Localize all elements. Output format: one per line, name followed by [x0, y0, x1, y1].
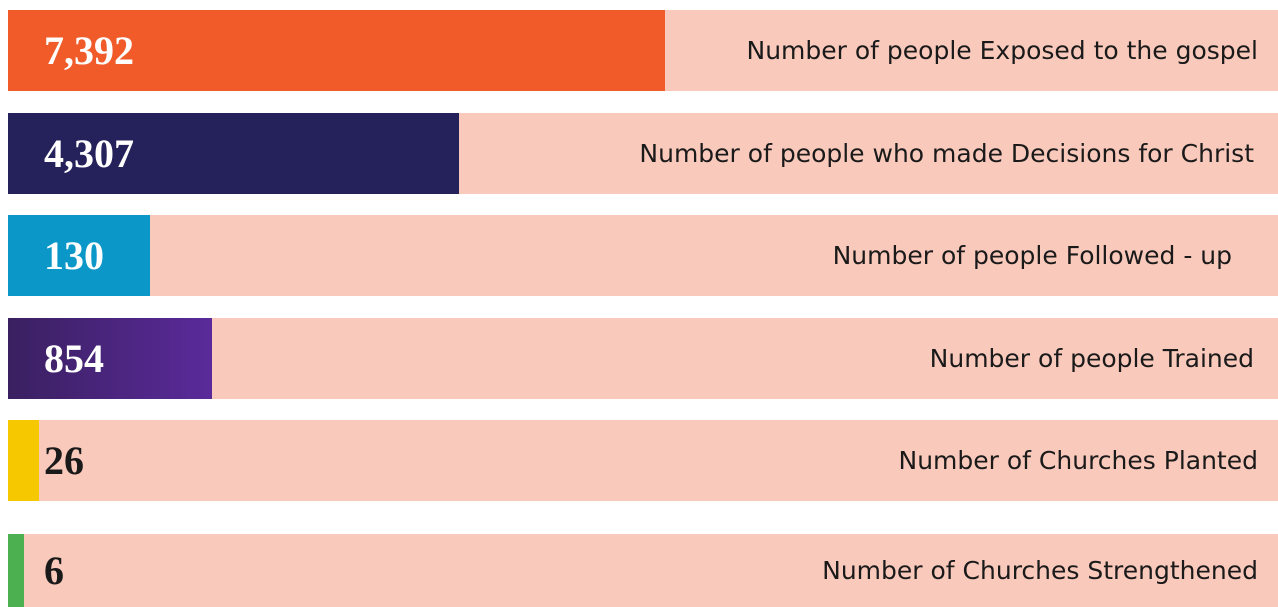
bar	[8, 10, 665, 91]
stat-label: Number of people Followed - up	[832, 241, 1232, 270]
stat-row: 7,392 Number of people Exposed to the go…	[8, 10, 1278, 91]
stat-row: 4,307 Number of people who made Decision…	[8, 113, 1278, 194]
stat-row: 130 Number of people Followed - up	[8, 215, 1278, 296]
stat-label: Number of people Trained	[929, 344, 1254, 373]
stat-value: 4,307	[44, 131, 134, 176]
bar	[8, 318, 212, 399]
stat-row: 854 Number of people Trained	[8, 318, 1278, 399]
stat-row: 26 Number of Churches Planted	[8, 420, 1278, 501]
stat-value: 854	[44, 336, 104, 381]
stat-value: 130	[44, 233, 104, 278]
bar	[8, 215, 150, 296]
stat-label: Number of people who made Decisions for …	[639, 139, 1254, 168]
stat-value: 6	[44, 548, 64, 593]
stat-label: Number of Churches Planted	[898, 446, 1258, 475]
bar	[8, 113, 459, 194]
bar	[8, 420, 39, 501]
bar	[8, 534, 24, 607]
stat-value: 7,392	[44, 28, 134, 73]
stat-value: 26	[44, 438, 84, 483]
stat-label: Number of people Exposed to the gospel	[746, 36, 1259, 65]
stat-row: 6 Number of Churches Strengthened	[8, 534, 1278, 607]
stat-label: Number of Churches Strengthened	[822, 556, 1258, 585]
